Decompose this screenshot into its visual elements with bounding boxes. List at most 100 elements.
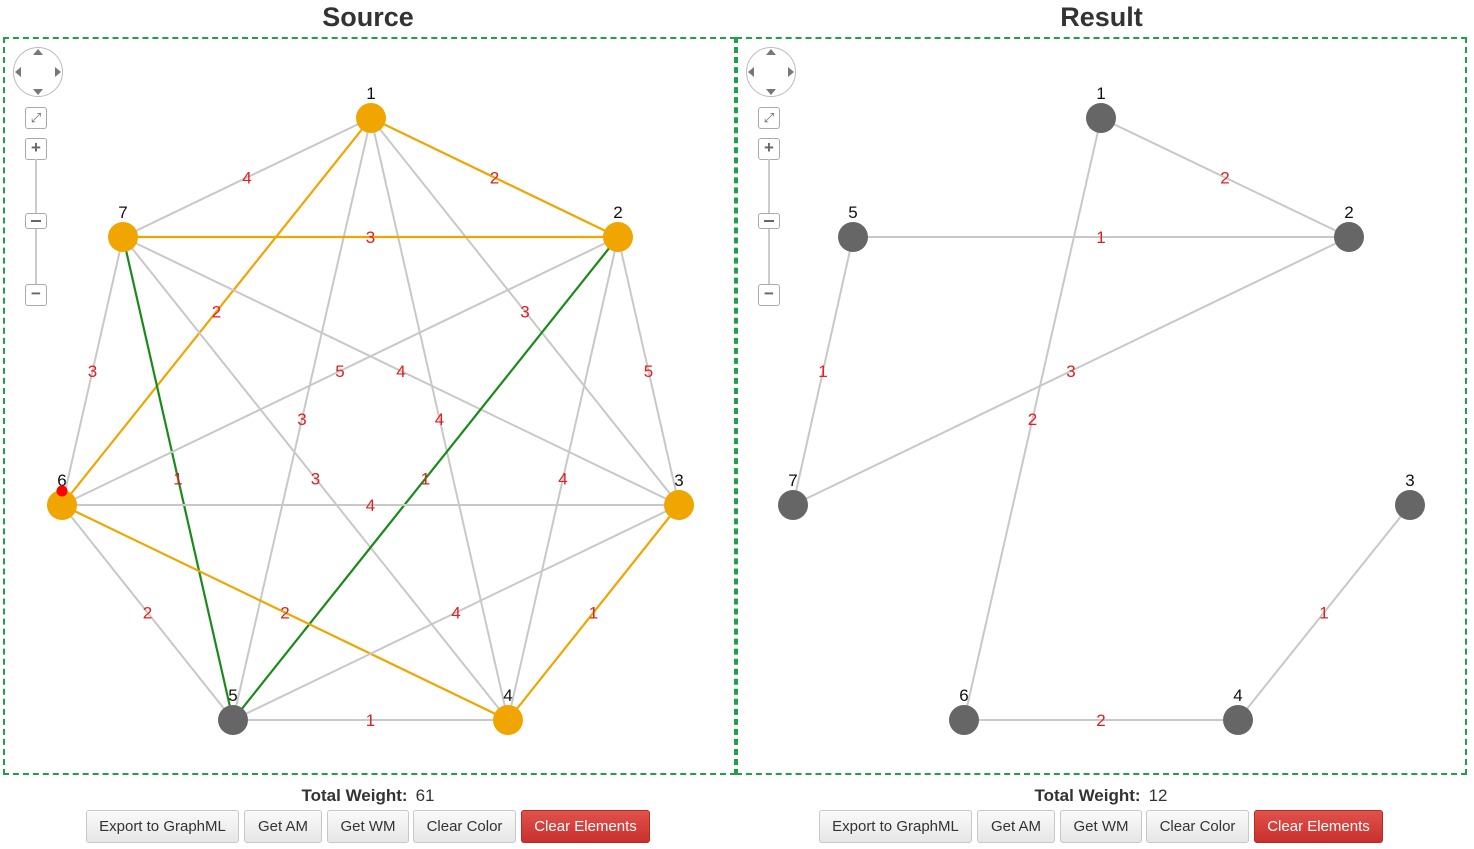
zoom-in-icon[interactable]: + bbox=[25, 138, 47, 160]
edge-1-4[interactable] bbox=[370, 117, 509, 721]
edge-weight-label: 4 bbox=[396, 362, 405, 381]
node-label: 5 bbox=[228, 686, 237, 705]
result-graph-canvas[interactable]: 2 2 1 1 3 2 1 1 2 3 4 5 6 7 ⤢ + − bbox=[736, 37, 1467, 775]
edge-1-7[interactable] bbox=[122, 117, 372, 238]
edge-weight-label: 1 bbox=[421, 470, 430, 489]
node-layer: 1 2 3 4 5 6 7 bbox=[778, 84, 1425, 735]
source-graph-svg[interactable]: 2 4 2 3 3 4 3 3 4 3 1 5 5 1 4 4 2 2 4 1 1 1 2 3 4 5 6 7 bbox=[5, 39, 734, 773]
pan-right-icon[interactable] bbox=[788, 67, 794, 77]
edge-6-5[interactable] bbox=[61, 504, 234, 721]
export-graphml-button[interactable]: Export to GraphML bbox=[86, 810, 239, 843]
edge-weight-label: 2 bbox=[143, 604, 152, 623]
edge-7-4[interactable] bbox=[122, 236, 509, 721]
edge-7-5[interactable] bbox=[121, 236, 235, 721]
node-4[interactable] bbox=[493, 705, 523, 735]
node-1[interactable] bbox=[1086, 103, 1116, 133]
zoom-out-icon[interactable]: − bbox=[25, 284, 47, 306]
node-7[interactable] bbox=[108, 222, 138, 252]
selection-handle-dot[interactable] bbox=[56, 485, 68, 497]
edge-weight-label: 3 bbox=[520, 303, 529, 322]
node-6[interactable] bbox=[949, 705, 979, 735]
edge-3-4[interactable] bbox=[507, 504, 680, 721]
edge-2-3[interactable] bbox=[617, 236, 680, 506]
edge-2-4[interactable] bbox=[507, 236, 619, 721]
pan-right-icon[interactable] bbox=[55, 67, 61, 77]
edge-1-6[interactable] bbox=[963, 117, 1102, 721]
node-2[interactable] bbox=[1334, 222, 1364, 252]
node-7[interactable] bbox=[778, 490, 808, 520]
clear-color-button[interactable]: Clear Color bbox=[413, 810, 516, 843]
get-wm-button[interactable]: Get WM bbox=[327, 810, 409, 843]
clear-elements-button[interactable]: Clear Elements bbox=[521, 810, 650, 843]
fit-view-icon[interactable]: ⤢ bbox=[25, 107, 47, 129]
pan-left-icon[interactable] bbox=[15, 67, 21, 77]
pan-control[interactable] bbox=[746, 47, 796, 97]
edge-2-5[interactable] bbox=[232, 236, 619, 721]
source-title: Source bbox=[322, 2, 414, 32]
node-4[interactable] bbox=[1223, 705, 1253, 735]
edge-1-2[interactable] bbox=[1100, 117, 1350, 238]
edge-1-2[interactable] bbox=[370, 117, 619, 238]
pan-up-icon[interactable] bbox=[766, 49, 776, 55]
edge-7-2[interactable] bbox=[792, 236, 1350, 506]
zoom-slider-thumb[interactable] bbox=[758, 213, 780, 229]
edge-weight-label: 4 bbox=[366, 496, 375, 515]
node-label: 6 bbox=[57, 471, 66, 490]
edge-1-3[interactable] bbox=[370, 117, 680, 506]
fit-view-icon[interactable]: ⤢ bbox=[758, 107, 780, 129]
node-3[interactable] bbox=[1395, 490, 1425, 520]
node-label: 1 bbox=[1096, 84, 1105, 103]
node-label: 3 bbox=[674, 471, 683, 490]
zoom-out-icon[interactable]: − bbox=[758, 284, 780, 306]
edge-weight-label: 1 bbox=[1096, 228, 1105, 247]
pan-down-icon[interactable] bbox=[33, 89, 43, 95]
node-5[interactable] bbox=[838, 222, 868, 252]
node-1[interactable] bbox=[356, 103, 386, 133]
pan-up-icon[interactable] bbox=[33, 49, 43, 55]
get-wm-button[interactable]: Get WM bbox=[1060, 810, 1142, 843]
edge-weight-label: 4 bbox=[435, 410, 444, 429]
export-graphml-button[interactable]: Export to GraphML bbox=[819, 810, 972, 843]
node-5[interactable] bbox=[218, 705, 248, 735]
edge-1-5[interactable] bbox=[232, 117, 372, 721]
edge-7-6[interactable] bbox=[61, 236, 124, 506]
edge-weight-label: 1 bbox=[366, 711, 375, 730]
edge-5-7[interactable] bbox=[792, 236, 854, 506]
total-weight-value: 12 bbox=[1148, 786, 1168, 805]
zoom-slider-thumb[interactable] bbox=[25, 213, 47, 229]
clear-elements-button[interactable]: Clear Elements bbox=[1254, 810, 1383, 843]
edge-weight-label: 2 bbox=[1096, 711, 1105, 730]
zoom-in-icon[interactable]: + bbox=[758, 138, 780, 160]
node-6[interactable] bbox=[47, 490, 77, 520]
edge-6-4[interactable] bbox=[61, 504, 509, 721]
pan-down-icon[interactable] bbox=[766, 89, 776, 95]
total-weight-label: Total Weight: bbox=[301, 786, 408, 805]
edge-weight-label: 1 bbox=[818, 362, 827, 381]
source-total-weight: Total Weight: 61 bbox=[218, 786, 518, 806]
edge-4-3[interactable] bbox=[1237, 504, 1411, 721]
edge-weight-label: 1 bbox=[1319, 604, 1328, 623]
node-3[interactable] bbox=[664, 490, 694, 520]
total-weight-value: 61 bbox=[415, 786, 435, 805]
pan-control[interactable] bbox=[13, 47, 63, 97]
node-label: 2 bbox=[613, 203, 622, 222]
node-label: 1 bbox=[366, 84, 375, 103]
edge-weight-label: 4 bbox=[242, 169, 251, 188]
edge-7-3[interactable] bbox=[122, 236, 680, 506]
get-am-button[interactable]: Get AM bbox=[244, 810, 322, 843]
source-graph-canvas[interactable]: 2 4 2 3 3 4 3 3 4 3 1 5 5 1 4 4 2 2 4 1 1 1 2 3 4 5 6 7 ⤢ + − bbox=[3, 37, 736, 775]
result-graph-svg[interactable]: 2 2 1 1 3 2 1 1 2 3 4 5 6 7 bbox=[738, 39, 1465, 773]
edge-weight-label: 3 bbox=[366, 228, 375, 247]
get-am-button[interactable]: Get AM bbox=[977, 810, 1055, 843]
edge-2-6[interactable] bbox=[61, 236, 619, 506]
edge-layer bbox=[792, 117, 1411, 721]
edge-3-5[interactable] bbox=[232, 504, 680, 721]
node-2[interactable] bbox=[603, 222, 633, 252]
node-layer: 1 2 3 4 5 6 7 bbox=[47, 84, 694, 735]
pan-left-icon[interactable] bbox=[748, 67, 754, 77]
edge-1-6[interactable] bbox=[61, 117, 372, 506]
clear-color-button[interactable]: Clear Color bbox=[1146, 810, 1249, 843]
edge-label-layer: 2 4 2 3 3 4 3 3 4 3 1 5 5 1 4 4 2 2 4 1 1 bbox=[88, 169, 653, 731]
edge-weight-label: 2 bbox=[1028, 410, 1037, 429]
total-weight-label: Total Weight: bbox=[1034, 786, 1141, 805]
